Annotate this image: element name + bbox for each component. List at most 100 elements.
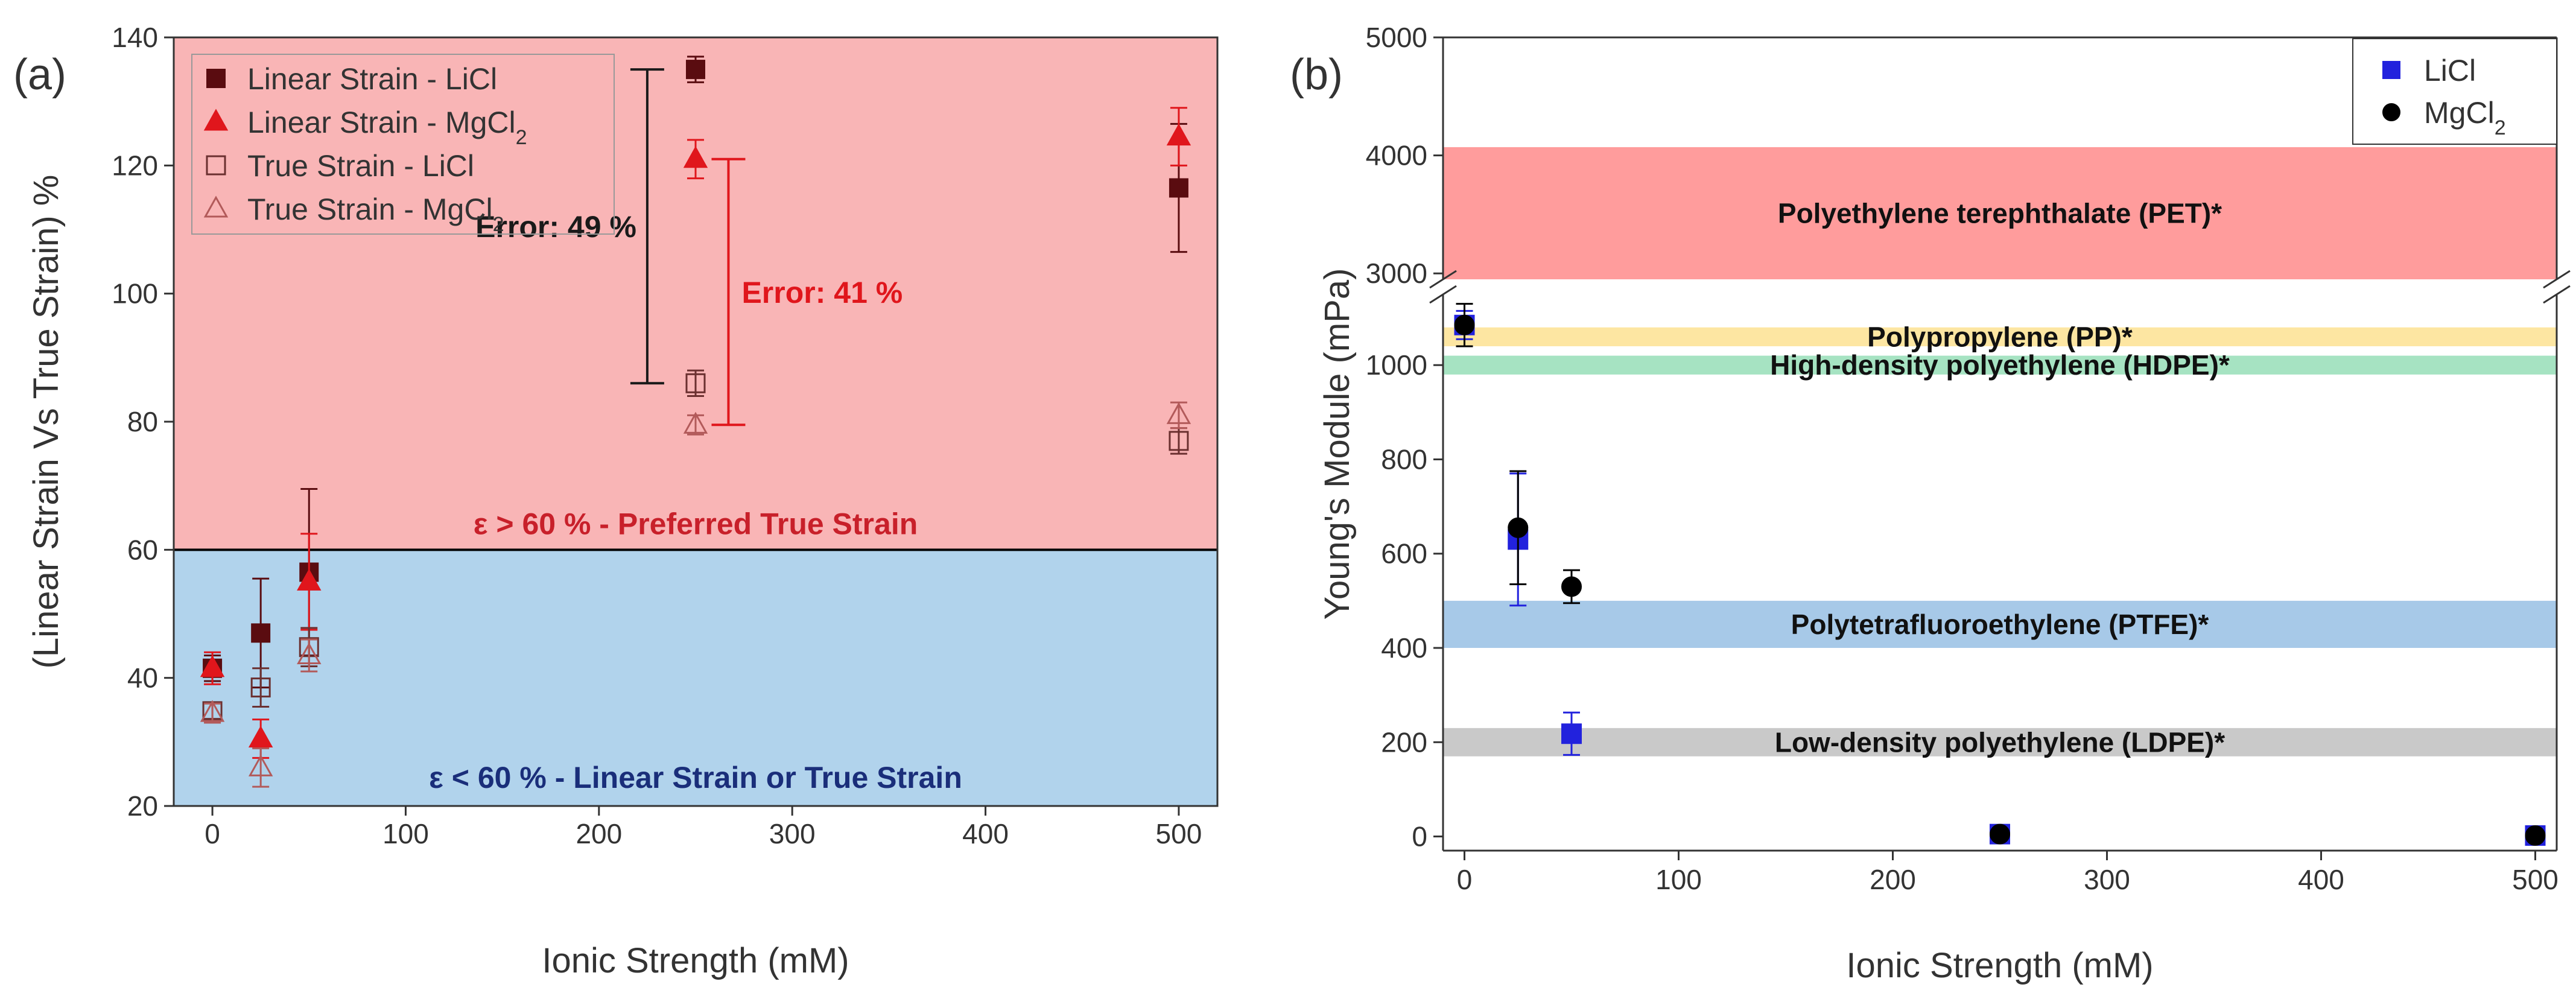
y-tick-label: 4000 [1366, 140, 1427, 171]
error-annotation-linear-vs-true-mgcl2: Error: 41 % [741, 276, 903, 309]
panel-a-background [174, 37, 1217, 806]
legend-symbol [203, 195, 229, 218]
panel-a-axes: 0 100 200 300 400 500 20 40 60 80 100 120 140 [112, 22, 1219, 849]
series-true-strain-mgcl2 [200, 401, 1191, 788]
legend-entry-true-strain-licl: True Strain - LiCl [247, 149, 474, 183]
data-point [1166, 402, 1191, 424]
band-label-ldpe: Low-density polyethylene (LDPE)* [1775, 726, 2225, 758]
data-point [686, 60, 705, 80]
legend-entry-subscript: 2 [493, 213, 504, 236]
legend-entry-subscript: 2 [516, 126, 527, 149]
band-label-pet: Polyethylene terephthalate (PET)* [1778, 197, 2222, 229]
x-tick-label: 400 [2298, 864, 2344, 895]
y-tick-label: 40 [127, 662, 158, 694]
panel-b-y-axis-title: Young's Module (mPa) [1318, 268, 1357, 620]
legend-entry-true-strain-mgcl2: True Strain - MgCl2 [247, 192, 504, 236]
data-point [200, 700, 225, 722]
axis-break-mark [1429, 270, 1457, 289]
error-annotation-linear-vs-true-licl: Error: 49 % [475, 210, 636, 244]
legend-entry-text: LiCl [2424, 54, 2476, 87]
data-point [248, 725, 273, 748]
data-point [1508, 517, 1529, 538]
y-tick-label: 400 [1381, 632, 1427, 664]
legend-symbol [2382, 61, 2400, 79]
panel-b-material-bands [1443, 147, 2557, 757]
legend-entry-mgcl2: MgCl2 [2424, 96, 2506, 139]
data-point [1561, 723, 1582, 744]
x-tick-label: 100 [1655, 864, 1702, 895]
panel-b-legend-symbols [2382, 61, 2400, 121]
panel-a-y-axis-title: (Linear Strain Vs True Strain) % [27, 175, 66, 669]
band-polypropylene-pp [1443, 327, 2557, 346]
y-tick-label: 600 [1381, 538, 1427, 569]
data-point [1169, 178, 1188, 198]
band-high-density-polyethylene-hdpe [1443, 355, 2557, 375]
panel-a-region-labels: ε > 60 % - Preferred True Strain ε < 60 … [429, 507, 962, 795]
x-tick-label: 500 [1156, 818, 1202, 849]
panel-b-data-marks [1454, 303, 2546, 846]
axis-break-mark [2543, 285, 2571, 304]
x-tick-label: 100 [382, 818, 429, 849]
panel-a-annotations: Error: 49 % Error: 41 % [475, 68, 903, 427]
legend-entry-text: Linear Strain - LiCl [247, 62, 497, 96]
data-point [685, 373, 706, 393]
legend-entry-text: True Strain - MgCl [247, 192, 493, 226]
y-tick-label: 200 [1381, 726, 1427, 758]
region-label-upper: ε > 60 % - Preferred True Strain [474, 507, 918, 541]
panel-a-x-axis-title: Ionic Strength (mM) [542, 941, 849, 980]
data-point [1169, 431, 1189, 451]
legend-symbol [2382, 103, 2400, 121]
panel-b-x-axis-title: Ionic Strength (mM) [1846, 946, 2153, 985]
x-tick-label: 400 [962, 818, 1009, 849]
panel-b-chart: (b) Polyethylene terephthalate (PET)* Po… [1290, 22, 2571, 985]
panel-b-legend-box [2352, 38, 2557, 145]
panel-b-band-labels: Polyethylene terephthalate (PET)* Polypr… [1770, 197, 2230, 758]
region-label-lower: ε < 60 % - Linear Strain or True Strain [429, 761, 962, 795]
axis-break-mark [2543, 270, 2571, 289]
data-point [251, 623, 271, 643]
legend-entry-linear-strain-mgcl2: Linear Strain - MgCl2 [247, 106, 527, 149]
band-low-density-polyethylene-ldpe [1443, 728, 2557, 757]
panel-a-legend-symbols [203, 69, 229, 218]
data-point [248, 754, 273, 776]
y-tick-label: 5000 [1366, 22, 1427, 53]
y-tick-label: 20 [127, 790, 158, 822]
legend-entry-text: Linear Strain - MgCl [247, 106, 516, 139]
y-tick-label: 140 [112, 22, 158, 53]
legend-symbol [206, 69, 226, 88]
y-tick-label: 3000 [1366, 258, 1427, 289]
y-tick-label: 800 [1381, 443, 1427, 475]
y-tick-label: 120 [112, 150, 158, 181]
y-tick-label: 80 [127, 406, 158, 437]
legend-entry-linear-strain-licl: Linear Strain - LiCl [247, 62, 497, 96]
x-tick-label: 200 [1870, 864, 1916, 895]
panel-a-data-marks [200, 56, 1191, 788]
data-point [297, 642, 322, 665]
y-tick-label: 60 [127, 534, 158, 565]
series-linear-strain-mgcl2 [200, 107, 1191, 759]
panel-b-label: (b) [1290, 51, 1343, 99]
legend-entry-text: MgCl [2424, 96, 2495, 130]
data-point [250, 677, 271, 698]
data-point [200, 655, 225, 677]
error-bar [252, 667, 270, 708]
y-tick-label: 0 [1412, 821, 1427, 852]
y-tick-label: 1000 [1366, 349, 1427, 381]
series-licl [1454, 309, 2546, 846]
legend-entry-subscript: 2 [2495, 116, 2506, 139]
panel-a-legend-box [191, 54, 615, 235]
panel-b-legend: LiCl MgCl2 [2352, 38, 2557, 145]
series-mgcl2 [1454, 303, 2546, 846]
band-label-hdpe: High-density polyethylene (HDPE)* [1770, 349, 2230, 381]
panel-a-chart: (a) ε > 60 % - Preferred True Strain ε <… [13, 22, 1219, 980]
x-tick-label: 500 [2512, 864, 2559, 895]
x-tick-label: 300 [2084, 864, 2130, 895]
panel-b-axes: 0 100 200 300 400 5000 200 400 600 800 1000 3000 400… [1366, 22, 2571, 895]
legend-entry-licl: LiCl [2424, 54, 2476, 87]
panel-a-legend: Linear Strain - LiCl Linear Strain - MgC… [191, 54, 615, 236]
band-polytetrafluoroethylene-ptfe [1443, 600, 2557, 649]
axis-break-mark [1429, 285, 1457, 304]
band-polyethylene-terephthalate-pet [1443, 147, 2557, 279]
x-tick-label: 0 [205, 818, 220, 849]
y-tick-label: 100 [112, 278, 158, 309]
